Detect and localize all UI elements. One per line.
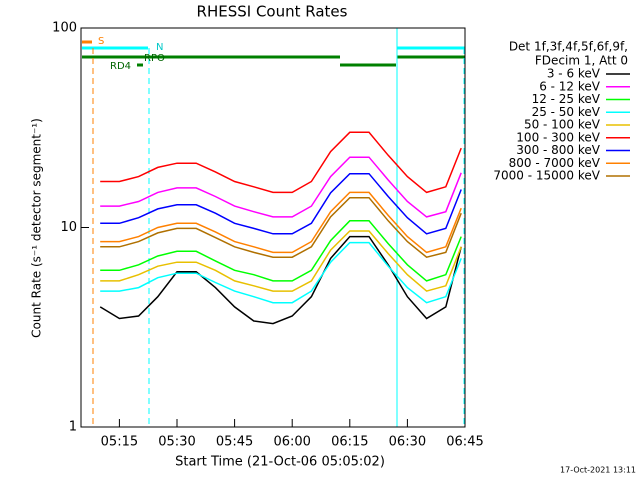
- series-line: [99, 235, 462, 325]
- x-tick-label: 06:15: [331, 435, 368, 450]
- x-tick-label: 06:30: [389, 435, 426, 450]
- legend-header: Det 1f,3f,4f,5f,6f,9f,: [509, 40, 628, 54]
- series-line: [100, 230, 462, 292]
- annotation: RD4: [110, 61, 131, 72]
- legend-label: 800 - 7000 keV: [509, 156, 601, 170]
- annotation: S: [98, 36, 104, 47]
- series-line: [100, 172, 462, 235]
- series-line: [100, 156, 462, 218]
- y-tick-label: 10: [60, 220, 77, 235]
- x-tick-label: 05:15: [101, 435, 138, 450]
- legend-label: 12 - 25 keV: [532, 92, 601, 106]
- series-line: [100, 220, 462, 282]
- series-line: [100, 191, 462, 254]
- status-bars: S N RPO RD4: [82, 28, 465, 427]
- x-axis-label: Start Time (21-Oct-06 05:05:02): [175, 455, 385, 470]
- legend-label: 25 - 50 keV: [532, 105, 601, 119]
- legend-label: 50 - 100 keV: [524, 118, 601, 132]
- timestamp: 17-Oct-2021 13:11: [560, 466, 636, 475]
- legend-label: 6 - 12 keV: [539, 79, 601, 93]
- x-tick-label: 06:00: [273, 435, 310, 450]
- x-tick-label: 05:45: [216, 435, 253, 450]
- chart-title: RHESSI Count Rates: [197, 3, 348, 21]
- annotation: N: [156, 42, 163, 53]
- legend-label: 3 - 6 keV: [547, 67, 601, 81]
- x-tick-label: 05:30: [158, 435, 195, 450]
- legend-label: 100 - 300 keV: [516, 130, 600, 144]
- series-line: [100, 196, 462, 259]
- y-tick-label: 100: [52, 21, 77, 36]
- legend-label: 300 - 800 keV: [516, 143, 600, 157]
- series-line: [100, 131, 462, 194]
- annotation: RPO: [144, 53, 165, 64]
- y-tick-label: 1: [69, 420, 77, 435]
- legend-header: FDecim 1, Att 0: [535, 54, 628, 68]
- x-tick-label: 06:45: [446, 435, 483, 450]
- legend-label: 7000 - 15000 keV: [493, 169, 600, 183]
- y-axis-label: Count Rate (s⁻¹ detector segment⁻¹): [30, 118, 44, 338]
- series-line: [100, 241, 462, 304]
